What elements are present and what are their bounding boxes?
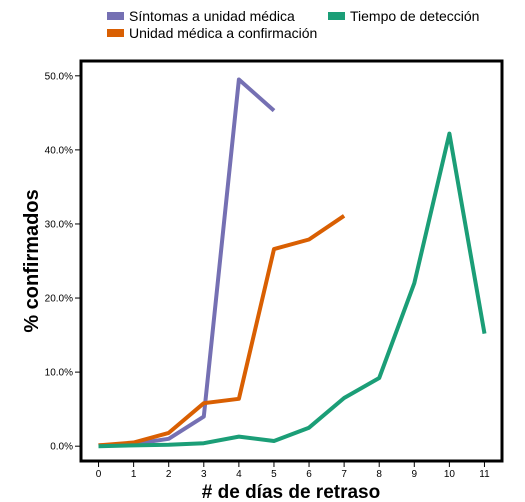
- y-axis: 0.0% 10.0% 20.0% 30.0% 40.0% 50.0%: [45, 71, 80, 453]
- series-lines: [98, 77, 487, 449]
- x-tick-label: 1: [131, 469, 137, 480]
- legend-swatch: [328, 12, 345, 20]
- y-tick-label: 0.0%: [50, 442, 73, 453]
- plot-frame: [79, 59, 504, 463]
- x-axis: 0 1 2 3 4 5 6 7 8 9 10 11: [96, 462, 490, 480]
- legend-label: Unidad médica a confirmación: [129, 25, 317, 41]
- x-axis-title: # de días de retraso: [202, 482, 380, 502]
- x-tick-label: 7: [341, 469, 347, 480]
- series-line-2: [98, 214, 346, 448]
- legend-swatch: [107, 29, 124, 37]
- x-tick-label: 6: [306, 469, 312, 480]
- series-line-1: [98, 77, 276, 448]
- x-tick-label: 2: [166, 469, 172, 480]
- legend-label: Síntomas a unidad médica: [129, 8, 295, 24]
- legend-label: Tiempo de detección: [350, 8, 479, 24]
- x-tick-label: 5: [271, 469, 277, 480]
- series-line-3: [98, 131, 487, 449]
- x-tick-label: 3: [201, 469, 207, 480]
- x-tick-label: 4: [236, 469, 242, 480]
- y-tick-label: 20.0%: [45, 294, 73, 305]
- y-tick-label: 50.0%: [45, 71, 73, 82]
- x-tick-label: 10: [444, 469, 456, 480]
- x-tick-label: 9: [412, 469, 418, 480]
- x-tick-label: 0: [96, 469, 102, 480]
- x-tick-label: 8: [376, 469, 382, 480]
- x-tick-label: 11: [479, 469, 490, 480]
- y-tick-label: 10.0%: [45, 368, 73, 379]
- legend-swatch: [107, 12, 124, 20]
- y-axis-title: % confirmados: [21, 189, 43, 332]
- y-tick-label: 40.0%: [45, 145, 73, 156]
- y-tick-label: 30.0%: [45, 219, 73, 230]
